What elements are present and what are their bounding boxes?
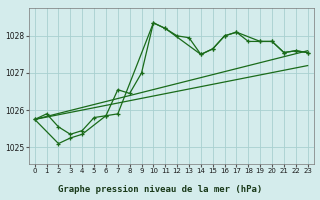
Text: Graphe pression niveau de la mer (hPa): Graphe pression niveau de la mer (hPa) [58,185,262,194]
